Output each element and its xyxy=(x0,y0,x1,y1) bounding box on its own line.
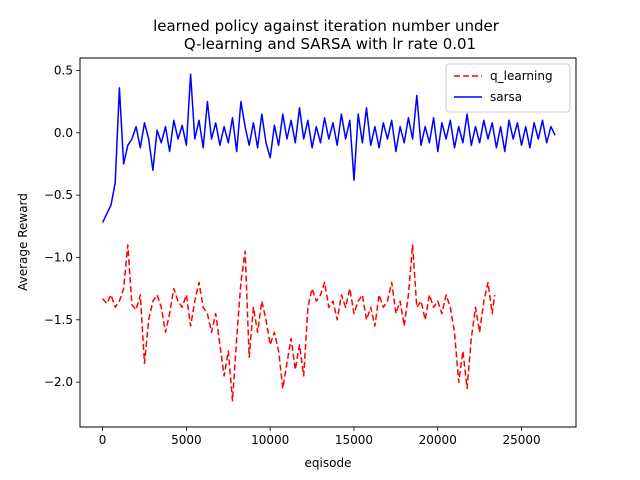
series-line-q-learning xyxy=(102,244,496,402)
legend-label-sarsa: sarsa xyxy=(490,90,522,104)
legend-label-q-learning: q_learning xyxy=(490,69,553,83)
y-axis: 0.5 0.0 −0.5 −1.0 −1.5 −2.0 xyxy=(44,63,80,389)
chart-title-line-1: learned policy against iteration number … xyxy=(153,17,500,35)
x-tick-label: 25000 xyxy=(502,433,540,447)
y-tick-label: −1.0 xyxy=(44,250,73,264)
y-tick-label: 0.5 xyxy=(54,63,73,77)
x-tick-label: 20000 xyxy=(419,433,457,447)
chart-title-line-2: Q-learning and SARSA with lr rate 0.01 xyxy=(184,35,476,53)
y-axis-label: Average Reward xyxy=(16,193,30,291)
x-tick-label: 0 xyxy=(99,433,107,447)
axes-frame xyxy=(79,57,577,428)
y-tick-label: 0.0 xyxy=(54,126,73,140)
series-line-sarsa xyxy=(101,73,556,223)
x-tick-label: 10000 xyxy=(251,433,289,447)
x-tick-label: 15000 xyxy=(335,433,373,447)
x-axis-label: eqisode xyxy=(305,456,352,470)
x-axis: 0 5000 10000 15000 20000 25000 xyxy=(99,427,541,447)
y-tick-label: −0.5 xyxy=(44,188,73,202)
plot-lines xyxy=(101,73,556,402)
y-tick-label: −2.0 xyxy=(44,375,73,389)
x-tick-label: 5000 xyxy=(171,433,202,447)
y-tick-label: −1.5 xyxy=(44,313,73,327)
legend: q_learning sarsa xyxy=(445,63,571,113)
